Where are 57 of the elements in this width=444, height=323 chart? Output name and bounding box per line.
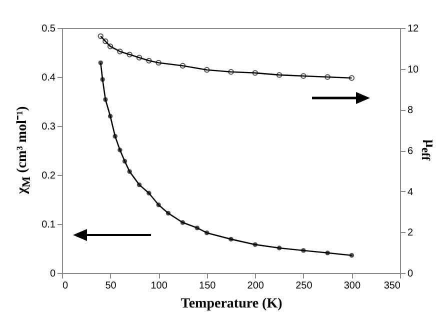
x-tick-label: 300 (344, 280, 361, 292)
point (228, 236, 234, 242)
y-tick-label: 0.5 (42, 24, 56, 34)
point (98, 60, 103, 66)
point (276, 246, 282, 250)
point (102, 38, 108, 44)
y-tick-label: 0 (50, 268, 56, 280)
y-tick-label: 0.2 (42, 170, 56, 182)
point (180, 220, 186, 225)
point (194, 226, 200, 230)
point (228, 69, 234, 75)
y-tick-label: 0.4 (42, 72, 56, 84)
point (204, 230, 210, 236)
x-axis-title: Temperature (K) (180, 296, 283, 312)
point (136, 54, 142, 60)
x-tick-label: 350 (384, 280, 401, 292)
point (204, 67, 210, 73)
y2-tick-label: 4 (408, 186, 414, 198)
point (146, 190, 152, 196)
point (301, 248, 306, 253)
point (276, 72, 282, 78)
point (252, 70, 258, 76)
x-tick-label: 0 (62, 280, 68, 292)
point (349, 253, 354, 258)
point (112, 134, 118, 139)
point (108, 114, 113, 119)
y-tick-label: 0.1 (42, 220, 56, 230)
x-tick-label: 50 (105, 280, 117, 292)
point (324, 74, 330, 80)
point (117, 48, 123, 54)
y-tick-label: 0.3 (42, 122, 56, 132)
y2-tick-label: 12 (408, 24, 420, 34)
point (252, 242, 258, 247)
x-tick-label: 200 (247, 280, 264, 292)
point (156, 60, 162, 66)
point (126, 52, 132, 58)
point (103, 97, 108, 102)
x-tick-label: 150 (199, 280, 216, 292)
point (122, 158, 128, 164)
x-tick-label: 100 (150, 280, 168, 292)
y2-tick-label: 6 (408, 146, 414, 157)
point (325, 250, 330, 256)
point (156, 202, 161, 208)
y2-tick-label: 8 (408, 105, 414, 116)
x-tick-label: 250 (296, 280, 313, 292)
point (300, 73, 306, 79)
point (118, 148, 122, 152)
point (146, 58, 152, 64)
point (136, 182, 142, 188)
point (166, 210, 171, 216)
point (107, 44, 114, 50)
point (180, 62, 186, 69)
y2-tick-label: 10 (408, 64, 420, 76)
y2-tick-label: 0 (408, 268, 414, 280)
y2-tick-label: 2 (408, 228, 414, 239)
point (127, 169, 132, 174)
point (100, 77, 105, 82)
